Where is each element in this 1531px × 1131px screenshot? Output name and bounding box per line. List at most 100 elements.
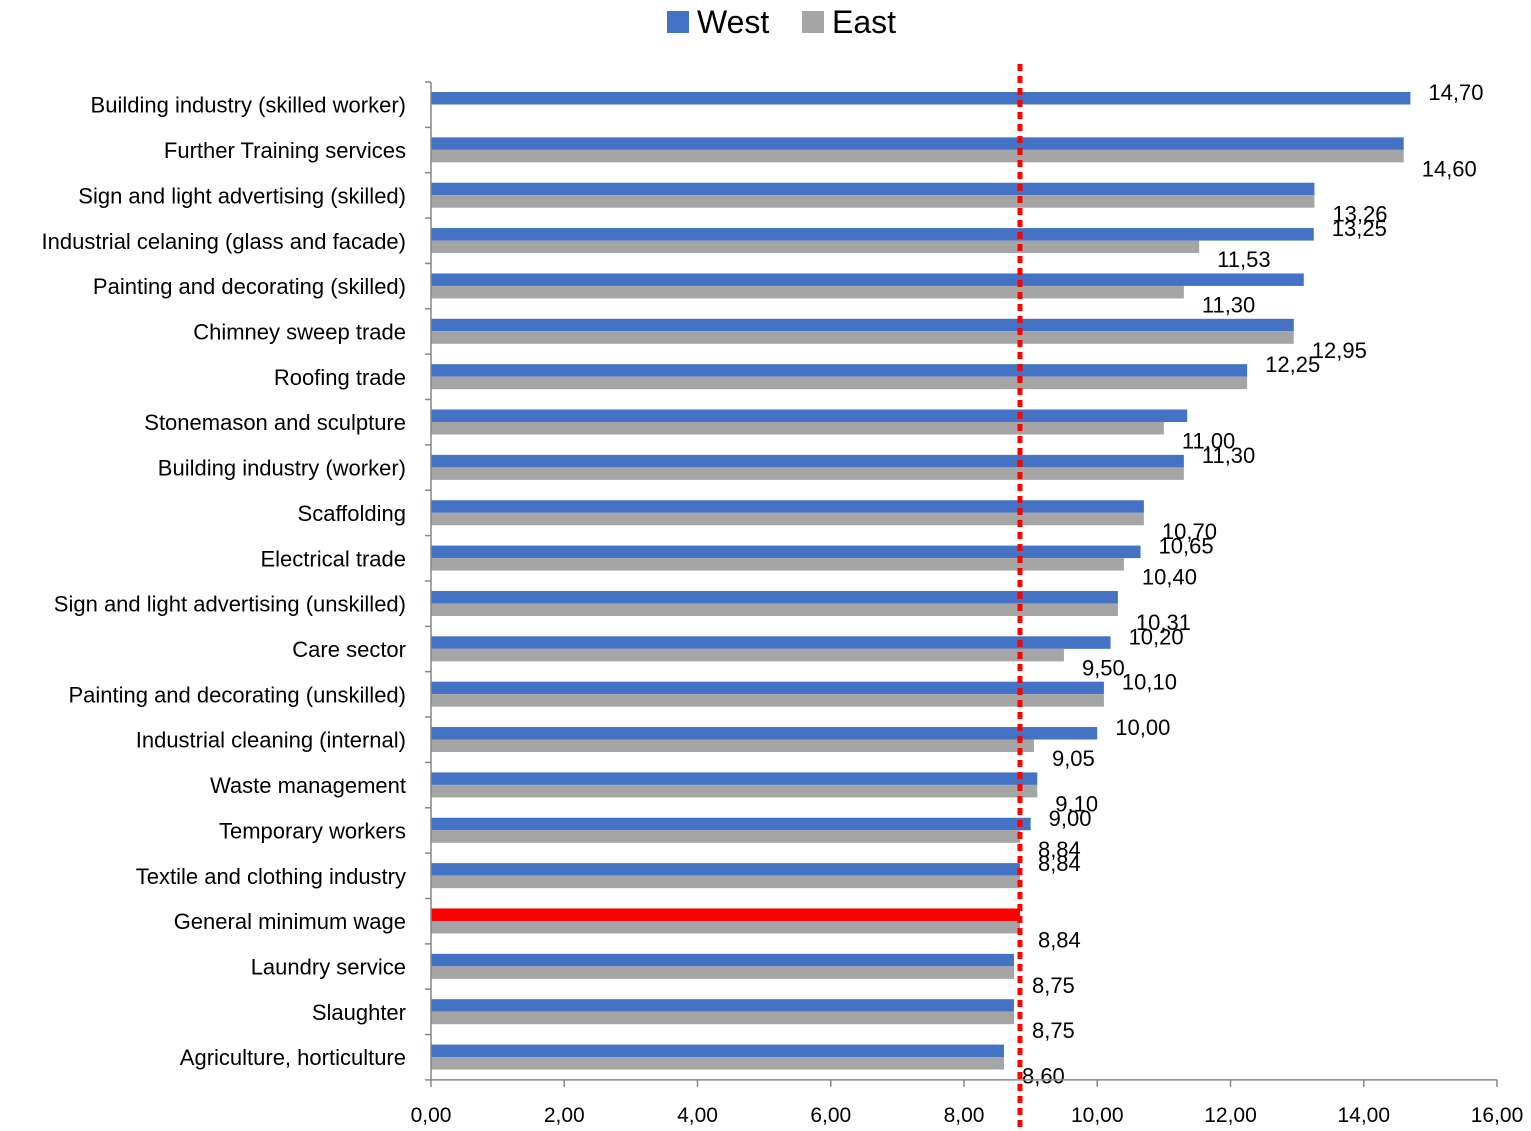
bar-west — [431, 863, 1020, 876]
data-label-east: 14,60 — [1422, 156, 1477, 181]
data-label-west: 14,70 — [1428, 80, 1483, 105]
data-label-east: 11,00 — [1182, 429, 1235, 454]
bar-west — [431, 953, 1014, 967]
category-label: Painting and decorating (unskilled) — [68, 682, 406, 707]
x-tick-label: 16,00 — [1471, 1104, 1524, 1127]
bar-east — [431, 603, 1118, 616]
x-tick-label: 6,00 — [810, 1104, 851, 1127]
data-label-east: 10,40 — [1142, 565, 1197, 590]
legend-label-east: East — [832, 4, 896, 40]
category-label: Temporary workers — [219, 818, 406, 843]
bar-west — [431, 92, 1411, 105]
x-tick-label: 0,00 — [411, 1104, 452, 1127]
x-tick-label: 2,00 — [544, 1104, 585, 1127]
category-label: Further Training services — [164, 138, 406, 163]
bar-west — [431, 727, 1098, 740]
data-label-east: 10,70 — [1162, 519, 1217, 544]
category-label: Waste management — [210, 773, 406, 798]
data-label-west: 13,25 — [1332, 216, 1387, 241]
bar-west — [431, 364, 1248, 377]
data-label-east: 12,95 — [1312, 338, 1367, 363]
bar-east — [431, 512, 1144, 526]
bar-east — [431, 784, 1038, 798]
category-label: Chimney sweep trade — [193, 319, 406, 344]
category-label: Roofing trade — [274, 365, 406, 390]
legend-swatch-east — [802, 11, 824, 33]
bar-east — [431, 376, 1248, 390]
bar-west — [431, 409, 1188, 423]
data-label-west: 10,20 — [1129, 624, 1184, 649]
bar-east — [431, 739, 1034, 753]
category-label: Industrial celaning (glass and facade) — [42, 229, 406, 254]
x-tick-label: 4,00 — [677, 1104, 718, 1127]
data-label-east: 8,75 — [1032, 973, 1075, 998]
bar-west — [431, 636, 1111, 649]
data-label-west: 10,00 — [1115, 715, 1170, 740]
category-label: Painting and decorating (skilled) — [93, 274, 406, 299]
bar-west — [431, 454, 1184, 468]
bar-east — [431, 422, 1164, 435]
bar-west — [431, 137, 1404, 150]
bar-west — [431, 273, 1304, 286]
data-label-east: 9,05 — [1052, 746, 1095, 771]
bar-west — [431, 1044, 1004, 1058]
bar-east — [431, 467, 1184, 480]
bar-east — [431, 285, 1184, 299]
bar-east — [431, 875, 1020, 889]
data-label-east: 9,10 — [1055, 791, 1098, 816]
category-label: Industrial cleaning (internal) — [136, 728, 406, 753]
data-label-east: 9,50 — [1082, 655, 1125, 680]
data-label-east: 8,84 — [1038, 927, 1081, 952]
category-label: Slaughter — [312, 1000, 406, 1025]
category-label: Agriculture, horticulture — [180, 1045, 406, 1070]
data-label-west: 10,65 — [1159, 534, 1214, 559]
bar-west — [431, 817, 1031, 831]
data-label-west: 12,25 — [1265, 352, 1320, 377]
legend-label-west: West — [697, 4, 769, 40]
x-tick-label: 10,00 — [1071, 1104, 1124, 1127]
category-label: Building industry (skilled worker) — [91, 93, 406, 118]
bar-east — [431, 966, 1014, 979]
x-tick-label: 12,00 — [1204, 1104, 1257, 1127]
category-label: Sign and light advertising (skilled) — [78, 183, 406, 208]
bar-east — [431, 558, 1124, 571]
data-label-east: 8,84 — [1038, 837, 1081, 862]
bar-east — [431, 240, 1200, 254]
bar-east — [431, 830, 1020, 843]
data-label-east: 8,75 — [1032, 1018, 1075, 1043]
bar-west — [431, 182, 1315, 196]
bar-east — [431, 648, 1064, 662]
bar-west — [431, 681, 1104, 695]
category-label: Stonemason and sculpture — [144, 410, 406, 435]
data-label-west: 8,84 — [1038, 851, 1081, 876]
data-label-east: 13,26 — [1332, 202, 1387, 227]
category-label: Laundry service — [251, 955, 406, 980]
bar-west — [431, 500, 1144, 513]
bar-east — [431, 195, 1315, 208]
category-label: Sign and light advertising (unskilled) — [54, 592, 406, 617]
bar-west — [431, 228, 1314, 241]
bar-west — [431, 908, 1020, 921]
bar-east — [431, 149, 1404, 163]
category-label: General minimum wage — [174, 909, 406, 934]
bar-east — [431, 1011, 1014, 1025]
data-label-west: 11,30 — [1202, 443, 1255, 468]
category-label: Care sector — [292, 637, 406, 662]
x-tick-label: 8,00 — [944, 1104, 985, 1127]
bar-east — [431, 920, 1020, 934]
x-tick-label: 14,00 — [1337, 1104, 1390, 1127]
bar-west — [431, 590, 1118, 604]
category-label: Scaffolding — [298, 501, 406, 526]
bar-east — [431, 331, 1294, 344]
category-label: Textile and clothing industry — [136, 864, 406, 889]
bar-east — [431, 1057, 1004, 1070]
data-label-west: 9,00 — [1049, 806, 1092, 831]
data-label-east: 11,53 — [1217, 247, 1270, 272]
bar-west — [431, 545, 1141, 559]
bar-west — [431, 318, 1294, 332]
data-label-west: 10,10 — [1122, 670, 1177, 695]
category-label: Electrical trade — [260, 546, 406, 571]
data-label-east: 10,31 — [1136, 610, 1191, 635]
